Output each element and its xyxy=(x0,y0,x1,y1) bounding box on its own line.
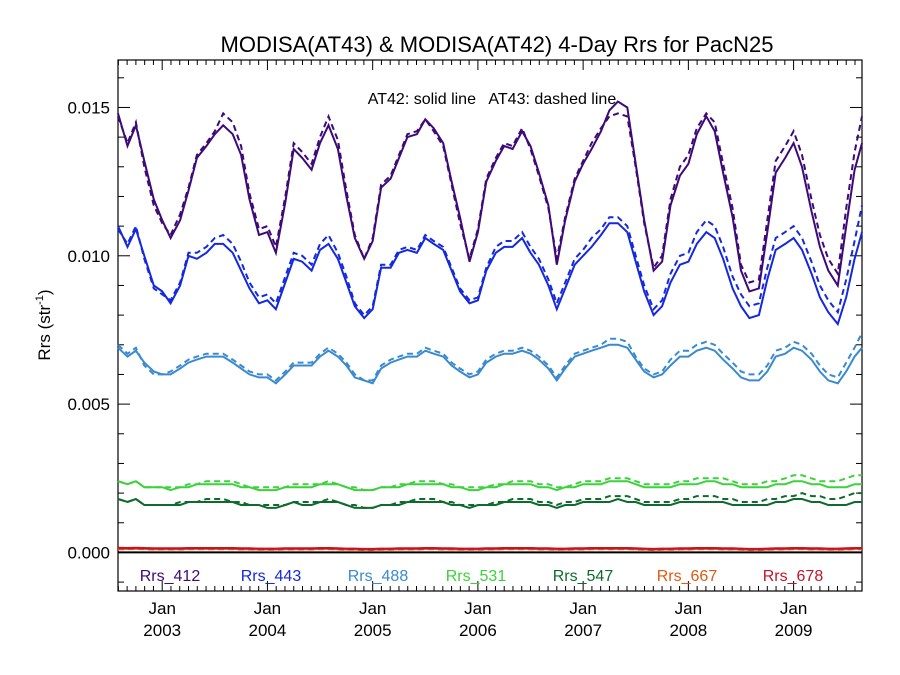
x-tick-label-month: Jan xyxy=(254,599,281,618)
legend-rrs-531: Rrs_531 xyxy=(446,568,507,585)
x-tick-label-year: 2004 xyxy=(249,621,287,640)
legend-rrs-667: Rrs_667 xyxy=(657,568,718,585)
legend-rrs-443: Rrs_443 xyxy=(241,568,302,585)
y-tick-label: 0.005 xyxy=(67,395,110,414)
rrs-547-at43-line xyxy=(117,492,862,509)
x-tick-label-year: 2008 xyxy=(669,621,707,640)
rrs-547-at42-line xyxy=(117,497,862,509)
legend-rrs-488: Rrs_488 xyxy=(348,568,409,585)
rrs-412-at43-line xyxy=(117,111,863,284)
rrs-678-at42-line xyxy=(117,546,862,550)
x-tick-label-year: 2009 xyxy=(775,621,813,640)
line-style-note: AT42: solid line AT43: dashed line xyxy=(368,91,617,108)
x-tick-label-month: Jan xyxy=(675,599,702,618)
x-tick-label-year: 2007 xyxy=(564,621,602,640)
x-tick-label-year: 2006 xyxy=(459,621,497,640)
x-tick-label-month: Jan xyxy=(359,599,386,618)
rrs-443-at42-line xyxy=(117,222,863,327)
x-tick-label-month: Jan xyxy=(464,599,491,618)
y-tick-label: 0.010 xyxy=(67,247,110,266)
x-tick-label-month: Jan xyxy=(569,599,596,618)
rrs-488-at42-line xyxy=(117,343,863,385)
y-axis-label: Rrs (str-1) xyxy=(34,289,54,360)
rrs-531-at43-line xyxy=(117,474,862,492)
chart-title: MODISA(AT43) & MODISA(AT42) 4-Day Rrs fo… xyxy=(221,32,774,57)
legend: Rrs_412 Rrs_443 Rrs_488 Rrs_531 Rrs_547 Rrs_6… xyxy=(140,568,824,585)
x-tick-label-month: Jan xyxy=(148,599,175,618)
x-tick-label-year: 2003 xyxy=(143,621,181,640)
rrs-488-at43-line xyxy=(117,332,863,382)
x-tick-label-year: 2005 xyxy=(354,621,392,640)
rrs-531-at42-line xyxy=(117,480,862,492)
y-tick-label: 0.000 xyxy=(67,543,110,562)
y-tick-label: 0.015 xyxy=(67,98,110,117)
plot-lines xyxy=(117,100,863,554)
legend-rrs-547: Rrs_547 xyxy=(553,568,614,585)
x-tick-label-month: Jan xyxy=(780,599,807,618)
rrs-412-at42-line xyxy=(117,100,863,293)
legend-rrs-678: Rrs_678 xyxy=(763,568,824,585)
x-axis: Jan 2003 Jan 2004 Jan 2005 Jan 2006 Jan 2007 Jan 20… xyxy=(117,60,856,640)
legend-rrs-412: Rrs_412 xyxy=(140,568,201,585)
y-axis: 0.000 0.005 0.010 0.015 xyxy=(67,77,862,583)
plot-frame xyxy=(117,59,863,592)
rrs-443-at43-line xyxy=(117,205,863,317)
